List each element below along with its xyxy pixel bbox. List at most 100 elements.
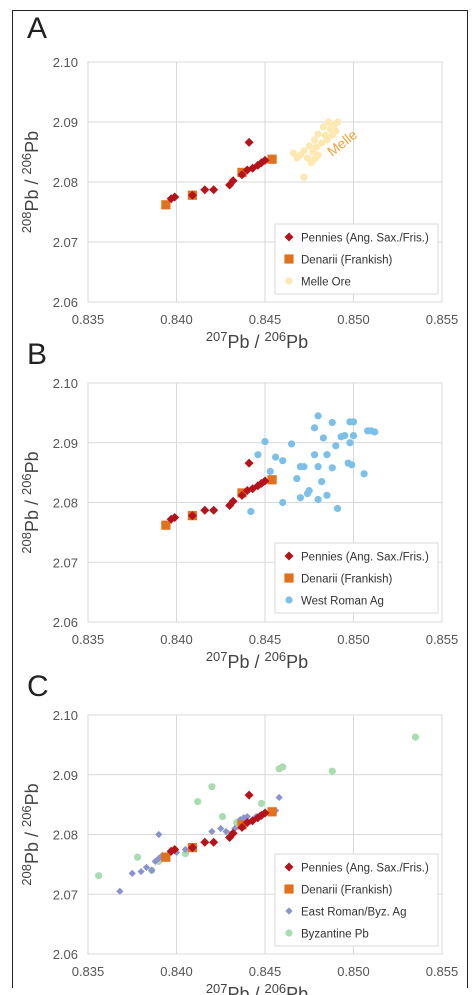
x-tick-label: 0.840 bbox=[160, 312, 193, 327]
legend-label: Melle Ore bbox=[301, 277, 351, 289]
x-tick-label: 0.855 bbox=[426, 632, 459, 647]
y-tick-label: 2.06 bbox=[53, 947, 78, 962]
data-point bbox=[349, 431, 358, 440]
y-tick-label: 2.10 bbox=[53, 708, 78, 723]
data-point bbox=[411, 733, 420, 741]
data-point bbox=[333, 504, 342, 513]
series-west-roman-ag bbox=[247, 412, 379, 516]
data-point bbox=[170, 512, 180, 522]
data-point bbox=[209, 185, 219, 195]
series-pennies-ang-sax-fris bbox=[166, 137, 270, 204]
y-tick-label: 2.09 bbox=[53, 436, 78, 451]
x-tick-label: 0.845 bbox=[249, 312, 282, 327]
legend-label: Denarii (Frankish) bbox=[301, 885, 393, 897]
data-point bbox=[312, 143, 320, 151]
data-point bbox=[116, 887, 124, 895]
legend-item: Pennies (Ang. Sax./Fris.) bbox=[284, 551, 429, 564]
chart-panel-a: A 0.835 0.840 0.845 0.850 0.855 2.06 2.07 2.08 2.… bbox=[19, 12, 459, 352]
data-point bbox=[349, 418, 358, 426]
data-point bbox=[318, 477, 326, 486]
data-point bbox=[148, 866, 156, 874]
legend-marker bbox=[284, 254, 294, 264]
y-tick-label: 2.10 bbox=[53, 55, 78, 70]
data-point bbox=[244, 458, 254, 468]
data-point bbox=[314, 463, 322, 471]
data-point bbox=[267, 807, 277, 817]
y-tick-label: 2.08 bbox=[53, 496, 78, 511]
legend-label: West Roman Ag bbox=[301, 596, 384, 608]
data-point bbox=[314, 130, 322, 138]
data-point bbox=[314, 412, 322, 420]
data-point bbox=[228, 828, 238, 838]
data-point bbox=[300, 463, 308, 471]
data-point bbox=[287, 440, 296, 448]
data-point bbox=[300, 147, 308, 155]
legend-label: East Roman/Byz. Ag bbox=[301, 907, 406, 919]
y-tick-label: 2.09 bbox=[53, 115, 78, 130]
legend-marker bbox=[285, 596, 293, 604]
data-point bbox=[261, 437, 269, 446]
x-tick-label: 0.840 bbox=[160, 632, 193, 647]
y-tick-label: 2.07 bbox=[53, 235, 78, 250]
series-pennies-ang-sax-fris bbox=[166, 458, 270, 524]
data-point bbox=[279, 498, 287, 507]
legend: Pennies (Ang. Sax./Fris.) Denarii (Franki… bbox=[274, 853, 439, 947]
x-tick-label: 0.850 bbox=[337, 964, 370, 979]
y-tick-label: 2.06 bbox=[53, 615, 78, 630]
data-point bbox=[200, 505, 210, 515]
x-tick-label: 0.855 bbox=[426, 964, 459, 979]
data-point bbox=[137, 867, 145, 876]
legend-item: Denarii (Frankish) bbox=[284, 254, 393, 267]
legend-item: West Roman Ag bbox=[285, 596, 384, 608]
data-point bbox=[279, 763, 287, 771]
data-point bbox=[333, 118, 342, 126]
data-point bbox=[237, 490, 247, 500]
x-axis-title: 207Pb / 206Pb bbox=[206, 329, 308, 353]
legend-box bbox=[274, 542, 439, 614]
data-point bbox=[328, 767, 336, 775]
legend-label: Denarii (Frankish) bbox=[301, 255, 393, 267]
data-point bbox=[318, 139, 326, 147]
data-point bbox=[266, 467, 274, 476]
data-point bbox=[228, 496, 238, 506]
data-point bbox=[170, 844, 180, 854]
data-point bbox=[170, 192, 180, 202]
x-tick-label: 0.845 bbox=[249, 964, 282, 979]
data-point bbox=[371, 428, 379, 436]
panel-label: A bbox=[27, 12, 47, 45]
y-axis-title: 208Pb / 206Pb bbox=[19, 451, 43, 553]
data-point bbox=[305, 142, 313, 150]
y-tick-label: 2.07 bbox=[53, 887, 78, 902]
legend-item: Denarii (Frankish) bbox=[284, 573, 393, 586]
data-point bbox=[289, 149, 297, 157]
legend-item: East Roman/Byz. Ag bbox=[285, 907, 406, 919]
data-point bbox=[296, 494, 304, 502]
data-point bbox=[128, 869, 136, 877]
data-point bbox=[319, 434, 328, 442]
data-point bbox=[267, 475, 277, 485]
legend-label: Pennies (Ang. Sax./Fris.) bbox=[301, 863, 429, 875]
data-point bbox=[151, 857, 159, 865]
y-tick-label: 2.06 bbox=[53, 295, 78, 310]
data-point bbox=[155, 830, 163, 839]
data-point bbox=[323, 491, 331, 499]
data-point bbox=[260, 476, 270, 486]
data-point bbox=[237, 170, 247, 180]
data-point bbox=[332, 127, 340, 135]
data-point bbox=[187, 843, 197, 853]
data-point bbox=[209, 505, 219, 515]
data-point bbox=[254, 451, 262, 459]
legend-label: Pennies (Ang. Sax./Fris.) bbox=[301, 552, 429, 564]
data-point bbox=[155, 854, 163, 862]
data-point bbox=[321, 131, 329, 139]
x-axis-title: 207Pb / 206Pb bbox=[206, 981, 308, 995]
legend-box bbox=[274, 223, 439, 295]
legend-item: Byzantine Pb bbox=[285, 929, 369, 941]
data-point bbox=[328, 418, 336, 427]
legend-marker bbox=[284, 551, 294, 561]
legend-marker bbox=[284, 884, 294, 894]
data-point bbox=[328, 464, 336, 472]
legend-label: Denarii (Frankish) bbox=[301, 574, 393, 586]
legend-item: Pennies (Ang. Sax./Fris.) bbox=[284, 232, 429, 245]
